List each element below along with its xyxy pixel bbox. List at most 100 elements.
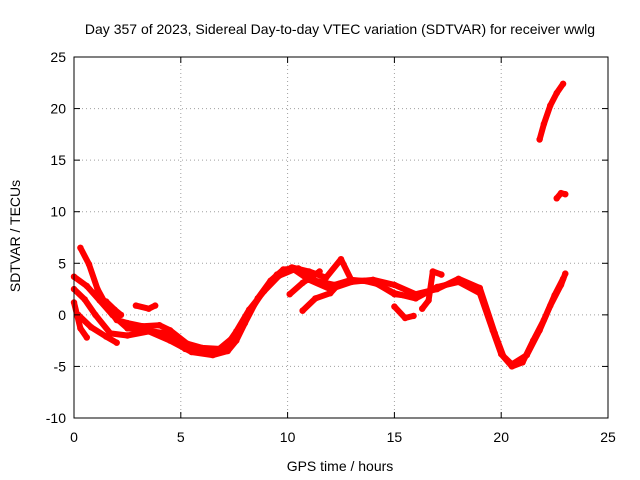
data-point-track-d-19 — [337, 256, 345, 263]
data-point-track-e-2 — [102, 333, 110, 340]
data-point-track-d-22 — [374, 280, 381, 288]
y-tick-label: 5 — [58, 255, 66, 271]
data-point-track-k-2 — [429, 268, 436, 275]
data-point-track-c-30 — [557, 281, 565, 289]
chart-title: Day 357 of 2023, Sidereal Day-to-day VTE… — [85, 21, 595, 37]
data-point-track-l-4 — [559, 80, 567, 88]
data-point-track-d-1 — [85, 261, 93, 268]
data-point-track-d-5 — [124, 319, 131, 327]
data-point-track-d-10 — [199, 344, 206, 352]
data-point-track-d-9 — [184, 340, 191, 347]
data-point-track-i-1 — [312, 295, 319, 302]
data-point-track-i-2 — [327, 290, 334, 297]
data-point-track-c-31 — [562, 270, 569, 277]
x-tick-label: 0 — [70, 429, 78, 445]
data-point-track-d-20 — [348, 277, 355, 284]
data-point-track-d-14 — [258, 290, 266, 297]
data-point-track-c-8 — [203, 349, 210, 357]
data-point-track-k-1 — [425, 297, 432, 304]
x-tick-label: 15 — [387, 429, 403, 445]
data-point-track-d-12 — [231, 333, 238, 340]
data-series-track-k — [419, 268, 445, 312]
data-point-track-j-1 — [401, 314, 409, 322]
data-point-track-d-0 — [77, 244, 84, 251]
data-point-track-m-2 — [562, 191, 569, 198]
x-tick-label: 10 — [280, 429, 296, 445]
data-point-track-d-18 — [322, 274, 330, 281]
data-point-track-k-3 — [438, 271, 445, 278]
data-point-track-l-0 — [536, 136, 543, 143]
data-point-track-g-2 — [152, 302, 159, 309]
data-point-track-b-1 — [81, 296, 88, 303]
data-point-track-i-3 — [335, 280, 343, 288]
x-axis-label: GPS time / hours — [287, 458, 394, 474]
y-tick-label: 15 — [50, 152, 66, 168]
y-tick-label: -5 — [54, 358, 67, 374]
data-point-track-f-0 — [102, 298, 110, 305]
data-point-track-e-3 — [113, 339, 120, 346]
data-point-track-m-0 — [553, 195, 560, 202]
data-point-track-i-0 — [299, 307, 306, 314]
data-point-track-d-2 — [94, 285, 101, 293]
data-point-track-d-7 — [156, 322, 163, 329]
y-axis-label: SDTVAR / TECUs — [7, 180, 23, 292]
data-point-track-c-29 — [547, 302, 554, 309]
data-point-track-c-22 — [455, 275, 462, 282]
data-series-track-h — [286, 268, 323, 298]
x-tick-label: 20 — [493, 429, 509, 445]
data-point-track-l-3 — [553, 89, 560, 97]
data-point-track-f-2 — [117, 311, 125, 319]
data-point-track-h-0 — [286, 291, 293, 298]
data-point-track-c-4 — [124, 325, 131, 332]
plot-frame — [73, 56, 609, 419]
data-point-track-d-15 — [273, 271, 281, 278]
data-point-track-l-1 — [540, 120, 548, 128]
data-point-track-d-6 — [139, 323, 146, 330]
data-point-track-a-1 — [77, 325, 84, 332]
data-point-track-d-4 — [113, 316, 120, 324]
data-layer — [70, 80, 569, 370]
y-tick-label: 0 — [58, 307, 66, 323]
data-point-track-k-0 — [419, 305, 426, 312]
data-point-track-c-1 — [83, 282, 91, 290]
data-point-track-d-8 — [166, 327, 174, 334]
data-point-track-c-27 — [523, 351, 530, 359]
data-point-track-d-21 — [361, 277, 368, 284]
data-point-track-d-11 — [216, 345, 223, 353]
data-series-track-e — [75, 311, 120, 346]
data-point-track-h-2 — [310, 272, 317, 279]
axis-ticks: 0 5 10 15 20 25 -10 -5 0 5 10 15 20 25 — [46, 49, 616, 445]
data-point-track-c-7 — [181, 345, 189, 353]
y-tick-label: 20 — [50, 101, 66, 117]
y-tick-label: 10 — [50, 204, 66, 220]
data-point-track-c-19 — [391, 281, 398, 289]
data-point-track-d-13 — [243, 312, 251, 320]
data-point-track-c-25 — [500, 352, 507, 360]
data-point-track-e-1 — [87, 324, 95, 331]
data-point-track-j-2 — [410, 312, 417, 320]
y-tick-label: -10 — [46, 410, 66, 426]
data-series-track-i — [299, 280, 342, 314]
x-tick-label: 25 — [600, 429, 616, 445]
y-tick-label: 25 — [50, 49, 66, 65]
data-point-track-g-0 — [132, 302, 140, 309]
data-point-track-h-3 — [316, 268, 323, 275]
data-point-track-f-1 — [111, 306, 118, 313]
data-point-track-a-2 — [83, 334, 91, 341]
x-tick-label: 5 — [177, 429, 185, 445]
data-point-track-b-2 — [92, 311, 99, 319]
data-point-track-b-4 — [124, 332, 131, 339]
data-point-track-d-24 — [408, 293, 415, 300]
data-point-track-c-23 — [476, 284, 483, 292]
data-point-track-c-28 — [536, 327, 543, 334]
data-point-track-j-0 — [391, 303, 398, 310]
data-point-track-c-26 — [508, 361, 516, 368]
data-point-track-d-17 — [305, 268, 313, 275]
data-point-track-g-1 — [145, 305, 152, 312]
data-point-track-d-16 — [288, 264, 296, 271]
data-point-track-l-2 — [547, 102, 554, 109]
data-point-track-h-1 — [299, 279, 306, 287]
data-point-track-d-23 — [391, 291, 398, 298]
